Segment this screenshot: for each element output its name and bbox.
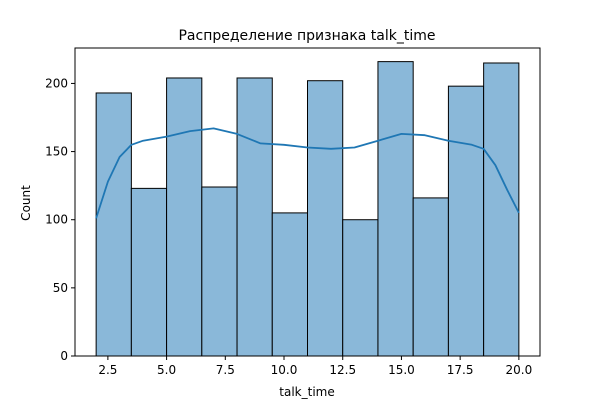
histogram-bar-12 <box>483 62 520 357</box>
kde-line <box>95 127 520 219</box>
histogram-bar-5 <box>236 77 273 357</box>
histogram-bar-8 <box>342 219 379 357</box>
x-tick-label: 12.5 <box>329 363 356 377</box>
y-tick-label: 50 <box>53 281 68 295</box>
x-tick-label: 5.0 <box>157 363 176 377</box>
x-tick-label: 7.5 <box>216 363 235 377</box>
histogram-bar-2 <box>130 187 168 357</box>
histogram-bar-7 <box>307 80 344 357</box>
y-tick-label: 100 <box>45 213 68 227</box>
bars-group <box>95 61 520 357</box>
x-tick-label: 20.0 <box>506 363 533 377</box>
x-tick-label: 2.5 <box>98 363 117 377</box>
histogram-bar-9 <box>377 61 414 357</box>
histogram-bar-11 <box>447 85 485 357</box>
y-axis-label: Count <box>19 185 33 221</box>
y-axis-ticks: 0 50 100 150 200 <box>45 76 75 363</box>
x-tick-label: 15.0 <box>388 363 415 377</box>
y-tick-label: 0 <box>60 349 68 363</box>
x-tick-label: 17.5 <box>447 363 474 377</box>
histogram-bar-1 <box>95 92 132 357</box>
x-tick-label: 10.0 <box>271 363 298 377</box>
histogram-bar-10 <box>412 197 449 357</box>
histogram-bar-6 <box>271 212 309 357</box>
histogram-bar-4 <box>201 186 238 357</box>
kde-group <box>95 127 520 219</box>
chart-title: Распределение признака talk_time <box>178 28 435 44</box>
y-tick-label: 150 <box>45 145 68 159</box>
y-tick-label: 200 <box>45 76 68 90</box>
plot-area-frame <box>74 47 541 357</box>
x-axis-ticks: 2.5 5.0 7.5 10.0 12.5 15.0 17.5 20.0 <box>98 356 532 377</box>
x-axis-label: talk_time <box>279 385 334 399</box>
histogram-bar-3 <box>166 77 203 357</box>
